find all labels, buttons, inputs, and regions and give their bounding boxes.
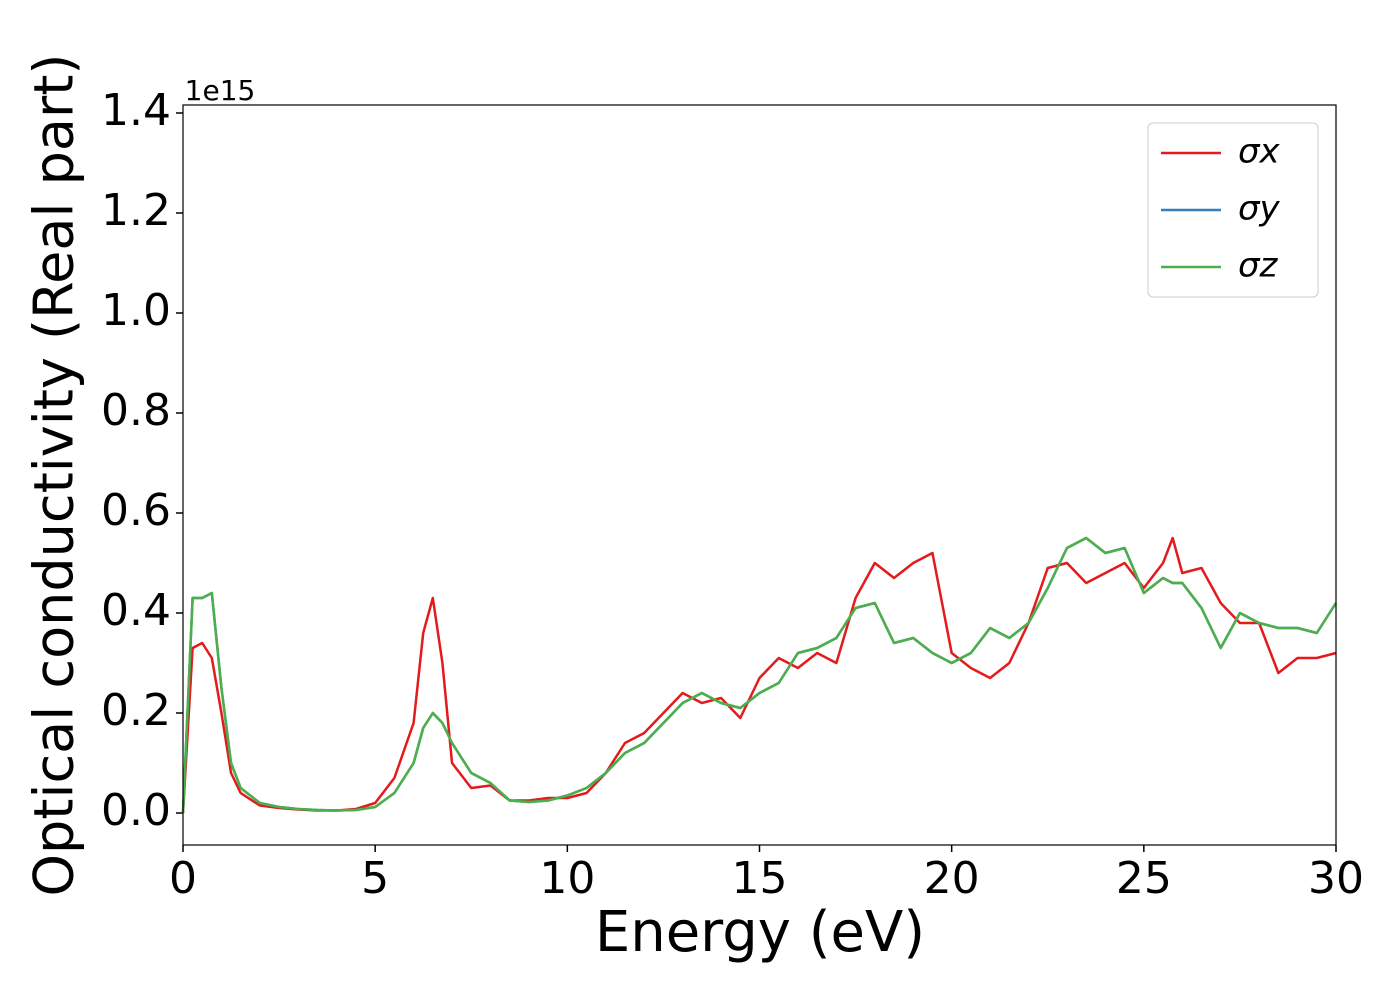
legend-label: σz: [1238, 246, 1279, 286]
x-tick-label: 30: [1308, 853, 1364, 904]
y-tick-label: 0.8: [101, 385, 171, 436]
x-tick-label: 15: [732, 853, 788, 904]
x-tick-label: 20: [924, 853, 980, 904]
legend-box: [1147, 122, 1319, 298]
y-tick-label: 0.6: [101, 485, 171, 536]
y-tick-label: 0.0: [101, 785, 171, 836]
offset-text: 1e15: [185, 74, 256, 107]
y-tick-label: 0.4: [101, 585, 171, 636]
y-axis-label: Optical conductivity (Real part): [23, 54, 86, 897]
y-tick-label: 1.0: [101, 285, 171, 336]
legend-label: σy: [1238, 189, 1281, 229]
series-line: [181, 536, 1338, 814]
plot-frame: [182, 104, 1337, 846]
legend-label: σx: [1238, 132, 1281, 172]
x-tick-label: 0: [169, 853, 197, 904]
x-tick-label: 5: [361, 853, 389, 904]
y-tick-label: 0.2: [101, 685, 171, 736]
x-tick-label: 25: [1116, 853, 1172, 904]
x-axis-label: Energy (eV): [595, 900, 925, 965]
y-tick-label: 1.4: [101, 85, 171, 136]
y-tick-label: 1.2: [101, 185, 171, 236]
x-tick-label: 10: [539, 853, 595, 904]
